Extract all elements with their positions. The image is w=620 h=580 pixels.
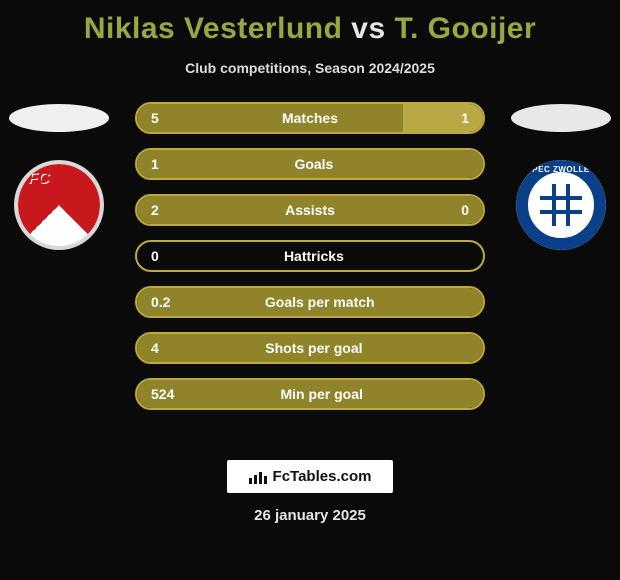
player2-photo-placeholder	[511, 104, 611, 132]
player2-name: T. Gooijer	[394, 12, 536, 45]
stat-label: Hattricks	[173, 248, 455, 264]
stat-bar: 0.2Goals per match	[135, 286, 485, 318]
vs-text: vs	[351, 12, 385, 45]
subtitle: Club competitions, Season 2024/2025	[0, 60, 620, 76]
club-badge-utrecht-text: FC	[28, 170, 49, 188]
stat-bar: 2Assists0	[135, 194, 485, 226]
stat-label: Goals	[173, 156, 455, 172]
stat-value-left: 5	[137, 110, 173, 126]
stat-bar: 5Matches1	[135, 102, 485, 134]
footer: FcTables.com 26 january 2025	[0, 460, 620, 524]
stat-value-right: 0	[447, 202, 483, 218]
player1-photo-placeholder	[9, 104, 109, 132]
club-badge-utrecht: FC	[14, 160, 104, 250]
stat-bars: 5Matches11Goals2Assists00Hattricks0.2Goa…	[135, 102, 485, 410]
club-badge-zwolle: PEC ZWOLLE	[516, 160, 606, 250]
stat-bar: 4Shots per goal	[135, 332, 485, 364]
stat-bar: 0Hattricks	[135, 240, 485, 272]
brand-text: FcTables.com	[273, 468, 372, 485]
stat-bar: 1Goals	[135, 148, 485, 180]
right-player-column: PEC ZWOLLE	[506, 102, 616, 250]
left-player-column: FC	[4, 102, 114, 250]
zwolle-grid-icon	[540, 184, 582, 226]
stat-value-left: 524	[137, 386, 188, 402]
stat-value-left: 1	[137, 156, 173, 172]
stat-value-left: 2	[137, 202, 173, 218]
stat-label: Min per goal	[188, 386, 455, 402]
stat-value-left: 4	[137, 340, 173, 356]
stat-bar: 524Min per goal	[135, 378, 485, 410]
stat-value-left: 0	[137, 248, 173, 264]
stat-label: Shots per goal	[173, 340, 455, 356]
date-text: 26 january 2025	[254, 507, 366, 524]
stat-value-right: 1	[447, 110, 483, 126]
club-badge-zwolle-text: PEC ZWOLLE	[516, 165, 606, 174]
player1-name: Niklas Vesterlund	[84, 12, 343, 45]
chart-icon	[249, 470, 267, 484]
stat-value-left: 0.2	[137, 294, 184, 310]
comparison-title: Niklas Vesterlund vs T. Gooijer	[0, 0, 620, 46]
stat-label: Assists	[173, 202, 447, 218]
stat-label: Goals per match	[184, 294, 455, 310]
brand-badge: FcTables.com	[227, 460, 394, 493]
stat-label: Matches	[173, 110, 447, 126]
comparison-content: FC PEC ZWOLLE 5Matches11Goals2Assists00H…	[0, 102, 620, 442]
